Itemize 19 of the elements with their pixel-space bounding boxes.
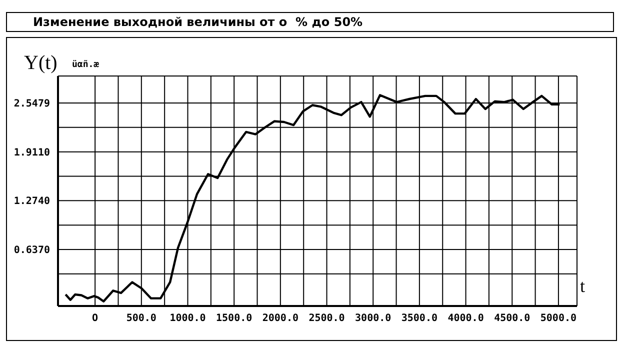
- x-tick-label: 1500.0: [216, 313, 252, 324]
- x-tick-label: 3000.0: [355, 313, 392, 324]
- x-axis-title: t: [580, 276, 586, 297]
- y-tick-label: 2.5479: [14, 98, 50, 110]
- x-tick-label: 4500.0: [494, 313, 530, 324]
- x-tick-label: 3500.0: [401, 313, 438, 324]
- x-tick-label: 5000.0: [540, 313, 577, 324]
- chart-title: Изменение выходной величины от о % до 50%: [33, 15, 363, 29]
- y-tick-label: 1.9110: [14, 147, 50, 158]
- y-axis-title: Y(t): [24, 52, 58, 75]
- x-tick-label: 2500.0: [308, 313, 345, 324]
- y-tick-label: 0.6370: [14, 245, 50, 256]
- x-tick-label: 2000.0: [262, 313, 298, 324]
- x-tick-label: 4000.0: [448, 313, 484, 324]
- y-tick-label: 1.2740: [14, 196, 50, 208]
- text: üαñ.æ: [72, 60, 100, 70]
- x-tick-label: 1000.0: [170, 313, 206, 324]
- x-tick-label: O: [92, 313, 98, 324]
- x-tick-label: 500.0: [126, 313, 156, 324]
